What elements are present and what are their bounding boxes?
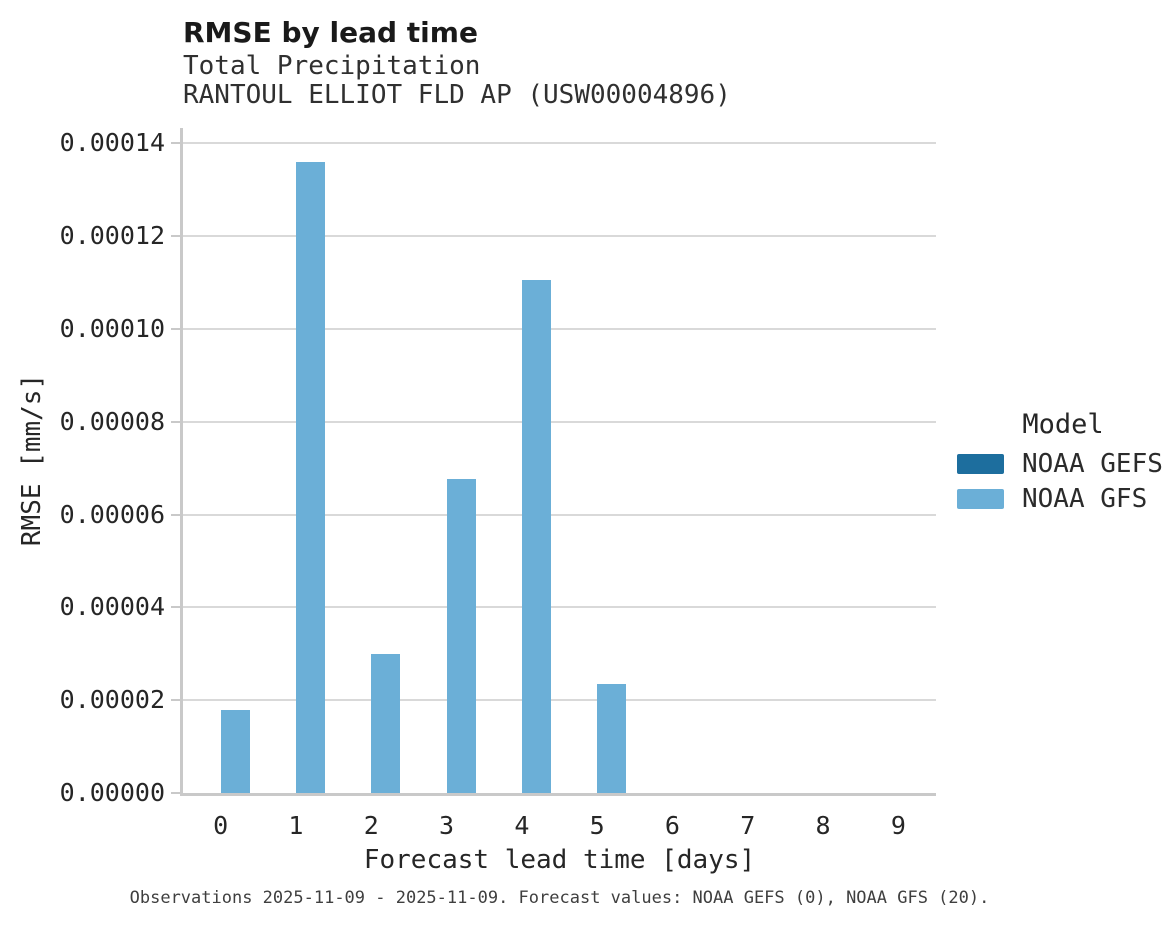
bar-noaa-gfs-day-2 xyxy=(371,653,401,793)
y-axis-tick xyxy=(171,142,183,145)
x-axis-title: Forecast lead time [days] xyxy=(363,845,756,875)
y-axis-tick-label: 0.00000 xyxy=(59,778,165,807)
legend-title: Model xyxy=(1022,409,1104,440)
legend-label-noaa-gfs: NOAA GFS xyxy=(1022,483,1148,514)
gridline xyxy=(183,699,936,702)
gridline xyxy=(183,235,936,238)
x-axis-tick-label: 8 xyxy=(815,811,831,840)
legend-swatch-noaa-gefs xyxy=(957,453,1004,474)
y-axis-tick-label: 0.00010 xyxy=(59,313,165,343)
chart-subtitle-variable: Total Precipitation xyxy=(183,51,481,81)
legend-swatch-noaa-gfs xyxy=(957,488,1004,509)
y-axis-tick-label: 0.00012 xyxy=(59,221,165,251)
gridline xyxy=(183,142,936,145)
x-axis-tick-label: 3 xyxy=(439,811,455,840)
x-axis-tick-label: 1 xyxy=(288,811,304,840)
plot-area: 0.00000 0.00002 0.00004 0.00006 0.00008 0.000… xyxy=(60,128,936,840)
x-axis-tick-label: 6 xyxy=(664,811,680,840)
bar-noaa-gfs-day-0 xyxy=(220,710,250,793)
y-axis-tick xyxy=(171,699,183,702)
gridline xyxy=(183,513,936,516)
bar-noaa-gfs-day-4 xyxy=(521,280,551,793)
legend-entry-noaa-gefs: NOAA GEFS xyxy=(957,448,1175,479)
x-axis-tick-label: 9 xyxy=(890,811,906,840)
footnote-caption: Observations 2025-11-09 - 2025-11-09. Fo… xyxy=(129,888,990,908)
x-axis-tick-label: 4 xyxy=(514,811,530,840)
y-axis-tick xyxy=(171,792,183,794)
y-axis-tick xyxy=(171,235,183,238)
gridline xyxy=(183,606,936,609)
y-axis-tick-label: 0.00004 xyxy=(59,592,165,622)
x-axis-tick-label: 2 xyxy=(363,811,379,840)
y-axis-tick xyxy=(171,513,183,516)
bar-noaa-gfs-day-3 xyxy=(446,479,476,793)
y-axis-tick-label: 0.00008 xyxy=(59,406,165,436)
x-axis-tick-label: 0 xyxy=(213,811,229,840)
legend-label-noaa-gefs: NOAA GEFS xyxy=(1022,448,1163,479)
bar-noaa-gfs-day-1 xyxy=(295,161,325,793)
gridline xyxy=(183,420,936,423)
y-axis-tick xyxy=(171,327,183,330)
y-axis-tick-label: 0.00006 xyxy=(59,499,165,529)
bar-noaa-gfs-day-5 xyxy=(597,684,627,793)
legend-entry-noaa-gfs: NOAA GFS xyxy=(957,483,1175,514)
x-axis-tick-label: 5 xyxy=(589,811,605,840)
y-axis-tick-label: 0.00014 xyxy=(59,128,165,158)
y-axis-tick-label: 0.00002 xyxy=(59,685,165,715)
y-axis-tick xyxy=(171,606,183,609)
chart-title: RMSE by lead time xyxy=(183,16,478,49)
x-axis-tick-label: 7 xyxy=(740,811,756,840)
gridline xyxy=(183,327,936,330)
chart-subtitle-station: RANTOUL ELLIOT FLD AP (USW00004896) xyxy=(183,80,731,110)
legend: Model NOAA GEFS NOAA GFS xyxy=(957,410,1175,519)
y-axis-tick xyxy=(171,420,183,423)
